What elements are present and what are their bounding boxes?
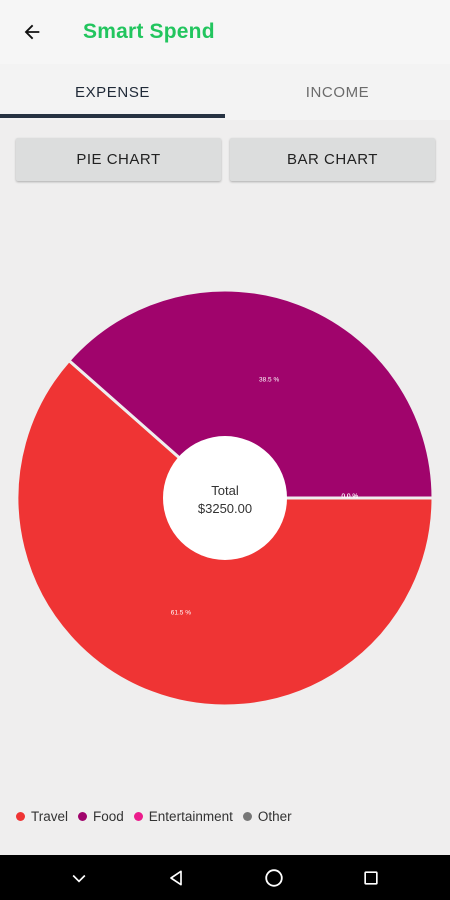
nav-recents-button[interactable] [349, 856, 393, 900]
active-tab-indicator [0, 114, 225, 118]
legend-item-food: Food [78, 809, 124, 824]
legend-label: Entertainment [148, 808, 233, 824]
nav-home-button[interactable] [252, 856, 296, 900]
chevron-down-icon [72, 874, 86, 883]
home-icon [265, 868, 283, 887]
slice-label-travel: 61.5 % [171, 610, 191, 617]
tab-expense[interactable]: EXPENSE [74, 83, 151, 101]
legend-label: Other [257, 808, 292, 824]
legend-dot [242, 811, 252, 821]
expense-pie-chart[interactable]: 61.5 % 38.5 % 0.0 % 0.0 % Total $3250.00 [0, 280, 450, 720]
app-bar: Smart Spend [0, 0, 450, 64]
arrow-left-icon [24, 24, 40, 40]
bar-chart-button[interactable]: BAR CHART [230, 138, 435, 181]
pie-slice-food[interactable] [66, 288, 435, 500]
legend-item-travel: Travel [16, 809, 68, 824]
pie-center-hole [163, 436, 287, 560]
legend-dot [16, 811, 25, 821]
pie-chart-button[interactable]: PIE CHART [16, 138, 221, 181]
tab-income[interactable]: INCOME [305, 83, 370, 101]
slice-label-other: 0.0 % [341, 493, 358, 500]
center-total-label: Total [211, 483, 239, 498]
legend-dot [78, 811, 88, 821]
center-total-value: $3250.00 [198, 501, 252, 516]
legend-dot [133, 811, 143, 821]
recents-icon [364, 870, 378, 885]
legend-item-entertainment: Entertainment [133, 808, 233, 824]
slice-label-entertainment: 0.0 % [341, 493, 358, 500]
legend-label: Travel [31, 808, 69, 824]
pie-chart-svg: 61.5 %38.5 %0.0 %0.0 %Total$3250.00 [15, 288, 435, 708]
slice-label-food: 38.5 % [259, 376, 279, 383]
legend-label: Food [93, 808, 124, 824]
tab-bar: EXPENSE INCOME [0, 64, 450, 120]
chart-legend: Travel Food Entertainment Other [16, 806, 292, 826]
legend-item-other: Other [242, 808, 292, 824]
nav-back-icon [170, 870, 183, 885]
nav-back-button[interactable] [154, 856, 198, 900]
system-nav-bar [0, 855, 450, 900]
nav-down-button[interactable] [57, 856, 101, 900]
app-title: Smart Spend [83, 20, 215, 43]
back-button[interactable] [16, 18, 48, 46]
